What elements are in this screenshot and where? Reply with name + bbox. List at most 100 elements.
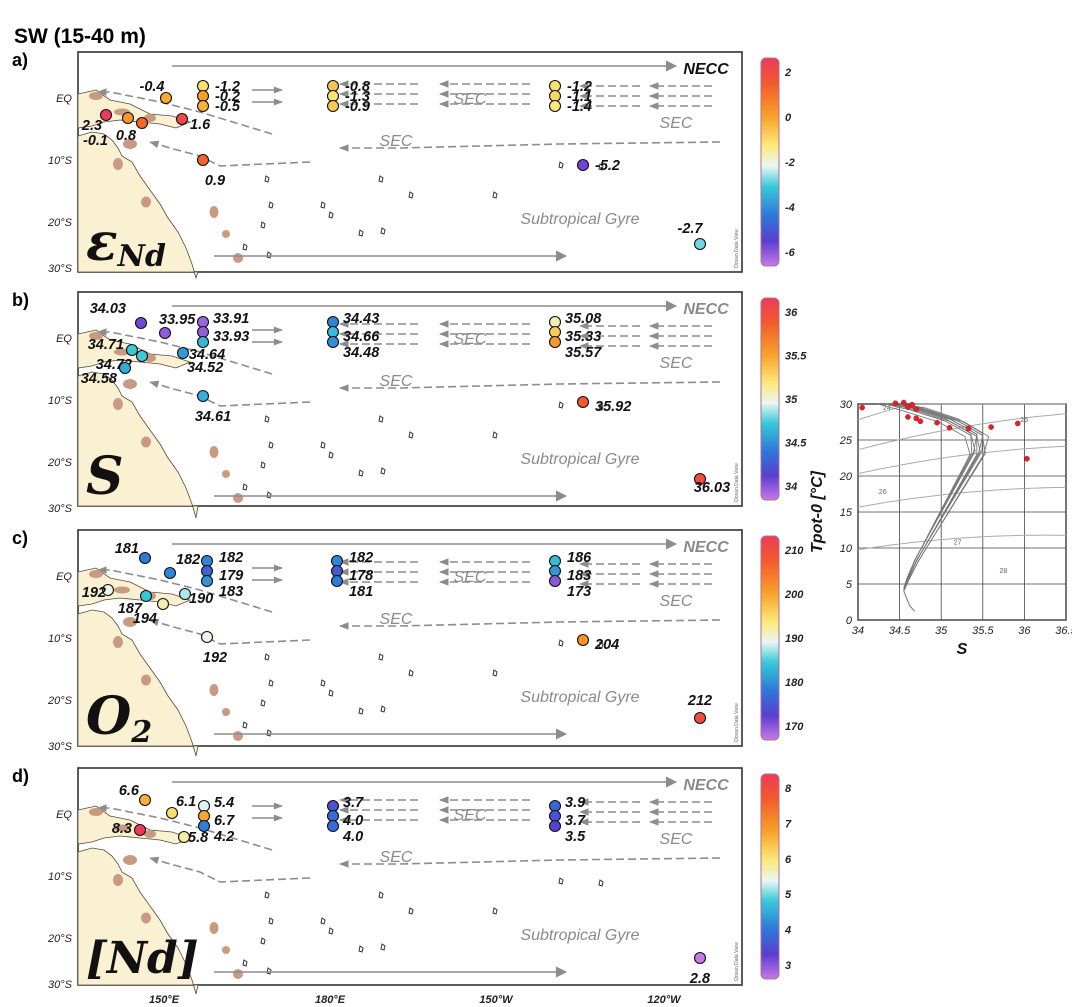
ts-sample-point	[988, 424, 994, 430]
station-value-label: 6.7	[214, 813, 235, 829]
station-value-label: 183	[219, 584, 243, 600]
station-marker	[330, 574, 344, 588]
island	[558, 401, 564, 409]
island	[558, 161, 564, 169]
sec-arrow-lower	[339, 381, 721, 392]
station-value-label: 190	[189, 591, 213, 607]
station-value-label: 34.66	[343, 329, 380, 345]
island	[492, 669, 498, 677]
colorbar-tick: 200	[784, 589, 804, 601]
island	[233, 493, 243, 503]
map-panel-3: NECC SEC SEC SEC Subtropical Gyre EQ 10°S 20°S 3…	[12, 528, 804, 757]
station-marker	[326, 325, 340, 339]
ts-sample-point	[905, 414, 911, 420]
island	[114, 586, 130, 594]
station-value-label: 0.9	[205, 173, 225, 189]
papua-new-guinea-land	[77, 567, 192, 607]
island	[268, 201, 274, 209]
station-value-label: 3.5	[565, 829, 586, 845]
island	[358, 229, 364, 237]
panel-d-label: d)	[12, 766, 29, 786]
station-value-label: 178	[349, 568, 374, 584]
figure-title: SW (15-40 m)	[14, 25, 146, 48]
station-marker	[138, 551, 152, 565]
station-marker	[200, 574, 214, 588]
station-value-label: 33.95	[159, 312, 196, 328]
australia-land	[77, 131, 199, 280]
island	[378, 415, 384, 423]
necc-label: NECC	[683, 301, 729, 318]
station-marker	[326, 99, 340, 113]
sec-arrow-ngcc	[149, 856, 311, 883]
isopycnal-line	[857, 534, 1067, 551]
station-value-label: 35.08	[565, 311, 602, 327]
ts-y-tick-label: 30	[840, 399, 853, 411]
station-value-label: -1.3	[345, 89, 370, 105]
y-tick-label: 20°S	[47, 933, 73, 945]
ts-sample-point	[946, 424, 953, 431]
station-value-label: 194	[133, 611, 157, 627]
station-value-label: 3.9	[565, 795, 585, 811]
station-value-label: -1.1	[567, 89, 592, 105]
station-value-label: 182	[176, 552, 200, 568]
map-frame	[77, 529, 743, 747]
station-marker	[177, 830, 191, 844]
station-marker	[200, 630, 214, 644]
island	[233, 731, 243, 741]
island	[260, 461, 266, 469]
y-tick-label: EQ	[56, 93, 72, 105]
colorbar-tick: 2	[784, 67, 791, 79]
colorbar-tick: 8	[785, 783, 792, 795]
island	[378, 175, 384, 183]
australia-land	[77, 371, 199, 519]
station-value-label: 34.48	[343, 345, 380, 361]
station-marker	[548, 564, 562, 578]
colorbar-tick: 35	[785, 394, 798, 406]
station-value-label: 4.0	[342, 829, 363, 845]
map-panel-4: NECC SEC SEC SEC Subtropical Gyre EQ 10°S 20°S 3…	[12, 766, 792, 995]
island	[123, 617, 137, 627]
station-value-label: -1.4	[567, 99, 592, 115]
ts-sample-point	[965, 425, 972, 432]
y-tick-label: 20°S	[47, 457, 73, 469]
australia-land	[77, 847, 199, 995]
station-marker	[693, 951, 707, 965]
station-marker	[326, 315, 340, 329]
colorbar	[760, 773, 780, 980]
island	[113, 636, 123, 648]
station-marker	[693, 711, 707, 725]
island	[141, 196, 151, 208]
ts-sample-point	[1014, 420, 1021, 427]
nd-concentration-label: [Nd]	[86, 933, 199, 984]
station-marker	[99, 108, 113, 122]
station-marker	[200, 554, 214, 568]
station-marker	[158, 326, 172, 340]
island	[558, 639, 564, 647]
station-value-label: 35.57	[565, 345, 602, 361]
ts-y-tick-label: 15	[840, 507, 853, 519]
island	[141, 912, 151, 924]
station-value-label: 173	[567, 584, 591, 600]
island	[408, 669, 414, 677]
station-marker	[175, 112, 189, 126]
station-marker	[576, 633, 590, 647]
sec-arrow-lower	[339, 857, 721, 868]
island	[264, 891, 270, 899]
colorbar-tick: 0	[785, 112, 792, 124]
sec-arrow-upper	[97, 804, 273, 851]
island	[222, 946, 230, 954]
station-marker	[196, 153, 210, 167]
station-marker	[121, 111, 135, 125]
station-marker	[326, 809, 340, 823]
island	[141, 674, 151, 686]
map-panel-2: NECC SEC SEC SEC Subtropical Gyre EQ 10°S 20°S 3…	[12, 290, 807, 519]
ts-x-axis-label: S	[957, 641, 968, 658]
ts-sample-point	[892, 400, 899, 407]
island	[242, 483, 248, 491]
station-value-label: 179	[219, 568, 243, 584]
ts-sample-point	[917, 418, 924, 425]
colorbar-tick: 6	[785, 854, 792, 866]
island	[209, 206, 219, 218]
sec-arrow-upper	[97, 328, 273, 375]
colorbar-tick: 170	[785, 721, 804, 733]
